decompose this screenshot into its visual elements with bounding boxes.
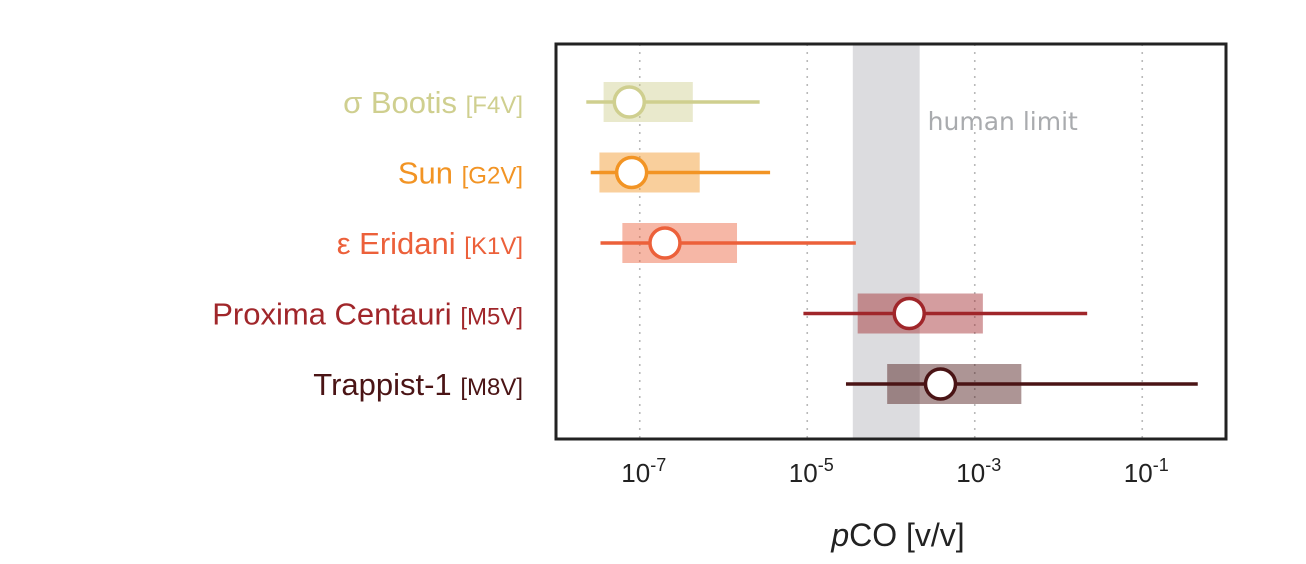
row-label: Sun [G2V] [398, 156, 523, 191]
x-tick-label: 10-5 [789, 455, 834, 488]
series-3 [803, 293, 1088, 334]
row-label: σ Bootis [F4V] [343, 85, 523, 120]
row-label: Trappist-1 [M8V] [313, 367, 523, 402]
x-tick-label: 10-3 [956, 455, 1001, 488]
human-limit-band [852, 44, 920, 439]
row-label: Proxima Centauri [M5V] [212, 297, 523, 332]
tick-exponent: -7 [650, 455, 666, 475]
human-limit-label: human limit [928, 107, 1078, 136]
spectral-type: [F4V] [466, 92, 523, 119]
x-tick-label: 10-1 [1124, 455, 1169, 488]
series-4 [845, 364, 1198, 404]
plot-frame [554, 42, 1228, 441]
spectral-type: [K1V] [464, 233, 523, 260]
tick-base: 10 [1124, 458, 1153, 488]
spectral-type: [M8V] [460, 374, 523, 401]
tick-base: 10 [789, 458, 818, 488]
series-2 [600, 223, 856, 263]
x-tick-label: 10-7 [621, 455, 666, 488]
tick-exponent: -5 [818, 455, 834, 475]
row-labels: σ Bootis [F4V] Sun [G2V] ε Eridani [K1V] Pr… [212, 85, 523, 402]
name-spacer [452, 297, 461, 332]
median-marker [923, 367, 958, 401]
median-marker [614, 155, 649, 190]
median-marker [612, 85, 647, 119]
spectral-type: [G2V] [462, 163, 523, 190]
series-layer [586, 82, 1198, 404]
tick-base: 10 [956, 458, 985, 488]
median-marker [648, 226, 682, 260]
tick-exponent: -1 [1153, 455, 1169, 475]
star-name: Sun [398, 156, 453, 191]
series-0 [586, 82, 760, 122]
name-spacer [457, 85, 466, 120]
star-name: ε Eridani [337, 226, 456, 261]
name-spacer [456, 226, 465, 261]
name-spacer [452, 367, 461, 402]
star-name: Trappist-1 [313, 367, 451, 402]
star-name: Proxima Centauri [212, 297, 451, 332]
tick-exponent: -3 [985, 455, 1001, 475]
human-limit-band-layer [852, 44, 920, 439]
x-ticks: 10-7 10-5 10-3 10-1 [621, 455, 1168, 488]
spectral-type: [M5V] [460, 304, 523, 331]
series-1 [590, 152, 771, 193]
name-spacer [453, 156, 462, 191]
tick-base: 10 [621, 458, 650, 488]
median-marker [892, 296, 926, 331]
star-name: σ Bootis [343, 85, 457, 120]
x-axis-title: pCO [v/v] [830, 517, 964, 553]
row-label: ε Eridani [K1V] [337, 226, 523, 261]
